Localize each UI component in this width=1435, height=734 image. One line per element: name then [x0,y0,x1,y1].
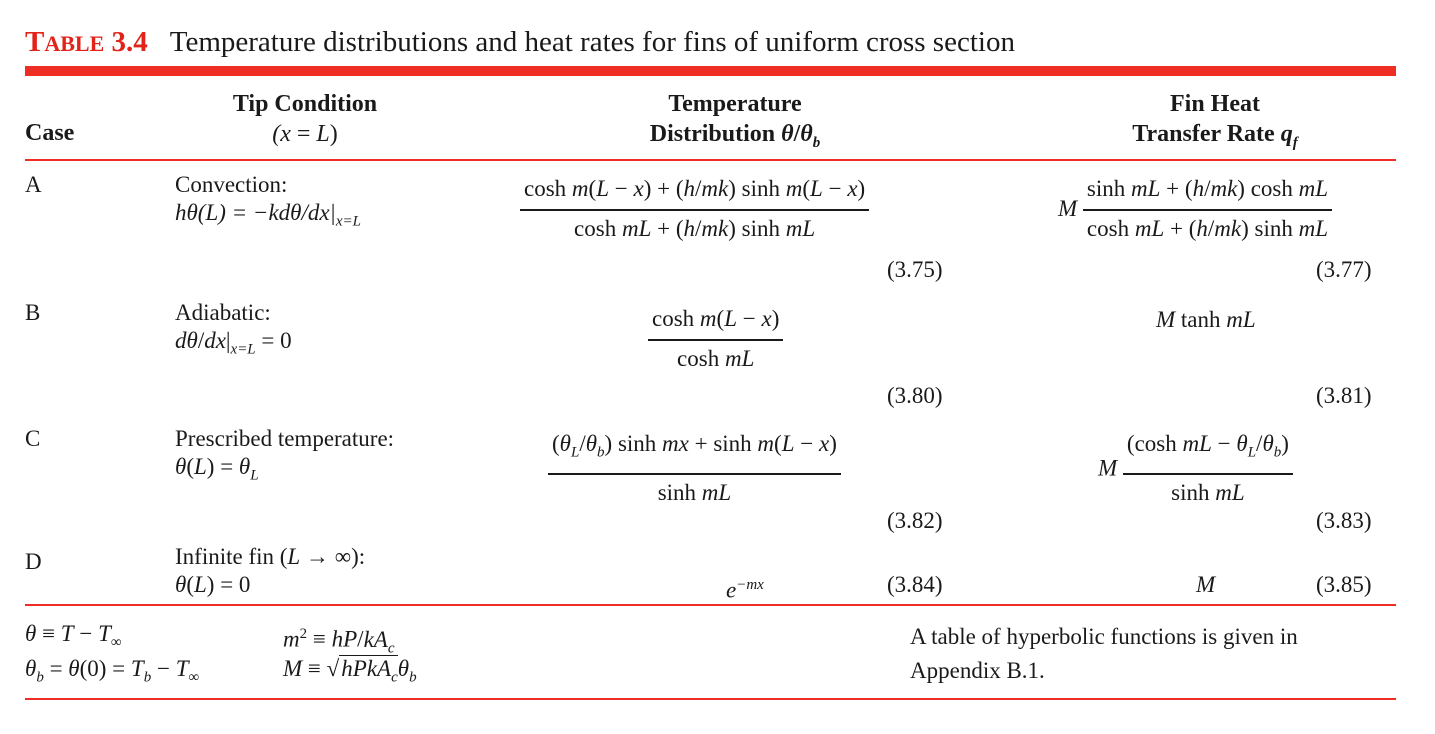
eq-number-3-85: (3.85) [1316,572,1372,597]
fraction: (θL/θb) sinh mx + sinh m(L − x) sinh mL [548,430,841,507]
case-c: C [25,426,41,451]
footnote-hyperbolic: A table of hyperbolic functions is given… [910,624,1298,683]
condition-equation: hθ(L) = −kdθ/dx|x=L [175,200,362,230]
case-c-temperature: (θL/θb) sinh mx + sinh m(L − x) sinh mL [548,430,841,507]
header-tip-condition: Tip Condition (x = L) [200,89,410,149]
header-case: Case [25,120,75,146]
header-heat-rate: Fin Heat Transfer Rate qf [1090,89,1340,158]
title-rule [25,66,1396,76]
fraction: (cosh mL − θL/θb) sinh mL [1122,430,1293,507]
case-a: A [25,172,42,197]
header-heat-line1: Fin Heat [1170,91,1260,117]
denominator: sinh mL [1171,479,1245,505]
eq-number-3-77: (3.77) [1316,257,1372,282]
fraction: cosh m(L − x) cosh mL [648,305,784,373]
case-d: D [25,549,42,574]
eq-number-3-75: (3.75) [887,257,943,282]
case-a-temperature: cosh m(L − x) + (h/mk) sinh m(L − x) cos… [520,175,870,243]
header-tip-line1: Tip Condition [232,91,378,117]
denominator: cosh mL + (h/mk) sinh mL [1086,216,1329,241]
fraction: sinh mL + (h/mk) cosh mL cosh mL + (h/mk… [1082,175,1333,243]
numerator: cosh m(L − x) + (h/mk) sinh m(L − x) [520,175,870,211]
condition-label: Infinite fin (L → ∞): [175,544,366,569]
header-temp-line1: Temperature [668,91,802,117]
case-a-heat-rate: M sinh mL + (h/mk) cosh mL cosh mL + (h/… [1058,175,1333,243]
case-d-temperature: e−mx [726,577,764,603]
header-temp-line2: Distribution θ/θb [649,121,821,151]
denominator: cosh mL [677,346,755,371]
condition-equation: θ(L) = 0 [175,572,251,597]
m-prefix: M [1058,196,1078,221]
eq-number-3-83: (3.83) [1316,508,1372,533]
case-b-heat-rate: M tanh mL [1156,307,1256,332]
m-prefix: M [1098,455,1118,481]
condition-label: Prescribed temperature: [175,426,395,451]
fraction: cosh m(L − x) + (h/mk) sinh m(L − x) cos… [520,175,870,243]
condition-equation: dθ/dx|x=L = 0 [175,328,292,358]
definition-big-m: M ≡ √hPkAcθb [283,655,417,686]
numerator: (cosh mL − θL/θb) [1122,430,1293,475]
case-d-condition: Infinite fin (L → ∞): θ(L) = 0 [175,543,365,599]
condition-equation: θ(L) = θL [175,454,259,484]
eq-number-3-81: (3.81) [1316,383,1372,408]
table-caption: Temperature distributions and heat rates… [169,26,1015,58]
case-b: B [25,300,41,325]
header-heat-line2: Transfer Rate qf [1132,121,1298,151]
definition-m-squared: m2 ≡ hP/kAc [283,626,395,657]
case-c-heat-rate: M (cosh mL − θL/θb) sinh mL [1098,430,1293,507]
header-rule [25,159,1396,161]
eq-number-3-84: (3.84) [887,572,943,597]
numerator: (θL/θb) sinh mx + sinh m(L − x) [548,430,841,475]
case-c-condition: Prescribed temperature: θ(L) = θL [175,425,394,490]
numerator: sinh mL + (h/mk) cosh mL [1082,175,1333,211]
body-rule [25,604,1396,606]
eq-number-3-80: (3.80) [887,383,943,408]
table-label: TABLE 3.4 [25,26,148,58]
case-d-heat-rate: M [1196,572,1216,597]
case-b-condition: Adiabatic: dθ/dx|x=L = 0 [175,299,292,364]
case-b-temperature: cosh m(L − x) cosh mL [648,305,784,373]
header-temperature: Temperature Distribution θ/θb [600,89,870,158]
eq-number-3-82: (3.82) [887,508,943,533]
table-title: TABLE 3.4 Temperature distributions and h… [25,26,1015,59]
condition-label: Convection: [175,172,288,197]
denominator: sinh mL [657,479,732,505]
denominator: cosh mL + (h/mk) sinh mL [574,216,816,241]
condition-label: Adiabatic: [175,300,271,325]
header-tip-line2: (x = L) [272,121,338,147]
numerator: cosh m(L − x) [648,305,784,341]
case-a-condition: Convection: hθ(L) = −kdθ/dx|x=L [175,171,361,236]
definition-theta: θ ≡ T − T∞ [25,621,122,651]
definition-theta-b: θb = θ(0) = Tb − T∞ [25,656,200,686]
footer-rule [25,698,1396,700]
